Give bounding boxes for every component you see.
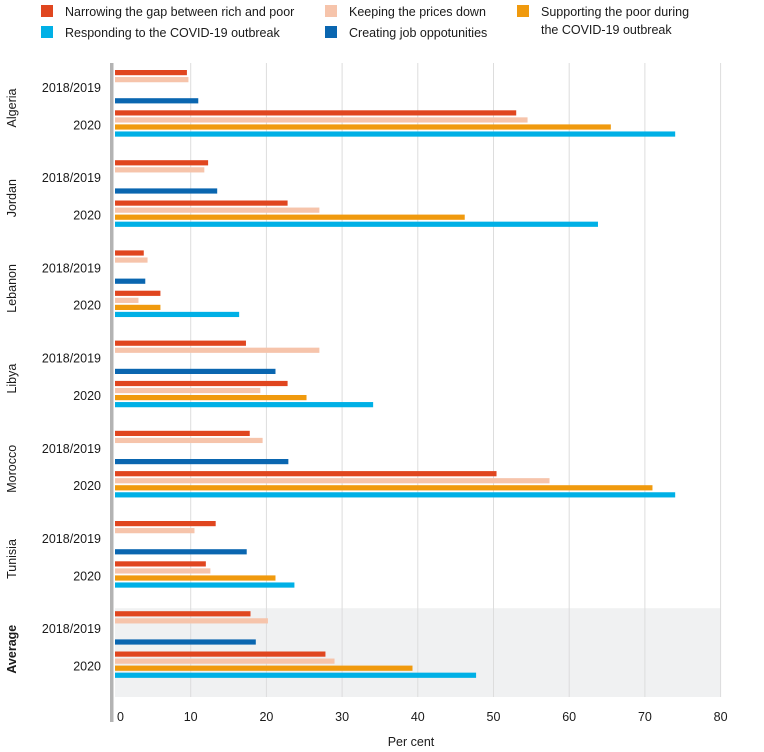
x-tick-label: 10 <box>184 710 198 724</box>
bar-tunisia-2020-covid_poor <box>115 575 276 581</box>
bar-libya-2018-2019-jobs <box>115 368 276 374</box>
bar-jordan-2020-prices <box>115 207 320 213</box>
bar-libya-2018-2019-prices <box>115 347 320 353</box>
bar-morocco-2018-2019-prices <box>115 437 263 444</box>
bar-algeria-2018-2019-gap <box>115 70 187 76</box>
period-label: 2020 <box>73 118 101 132</box>
period-label: 2020 <box>73 479 101 493</box>
group-label-lebanon: Lebanon <box>5 264 19 313</box>
bar-jordan-2018-2019-prices <box>115 167 205 173</box>
gridlines <box>190 63 722 697</box>
bar-jordan-2020-covid <box>115 221 598 227</box>
period-label: 2018/2019 <box>42 622 101 636</box>
bar-jordan-2018-2019-jobs <box>115 188 218 194</box>
bar-lebanon-2020-covid_poor <box>115 304 161 310</box>
x-tick-label: 50 <box>487 710 501 724</box>
bar-average-2018-2019-jobs <box>115 639 256 645</box>
legend-label-covid_poor: Supporting the poor during <box>541 5 689 19</box>
bar-tunisia-2020-gap <box>115 561 206 567</box>
bar-average-2020-gap <box>115 651 326 657</box>
legend-swatch-covid <box>41 26 53 38</box>
x-tick-label: 0 <box>117 710 124 724</box>
period-label: 2018/2019 <box>42 171 101 185</box>
bar-average-2018-2019-prices <box>115 618 268 624</box>
bar-algeria-2020-covid_poor <box>115 124 611 130</box>
category-labels: 2018/2019 2020 Algeria 2018/2019 2020 Jordan 2… <box>5 81 101 674</box>
period-label: 2020 <box>73 569 101 583</box>
bar-jordan-2018-2019-gap <box>115 160 209 166</box>
group-label-morocco: Morocco <box>5 445 19 493</box>
legend-swatch-jobs <box>325 26 337 38</box>
x-tick-label: 40 <box>411 710 425 724</box>
bar-morocco-2018-2019-gap <box>115 430 250 436</box>
group-label-average: Average <box>5 625 19 674</box>
bar-lebanon-2018-2019-gap <box>115 250 144 256</box>
legend-label-gap: Narrowing the gap between rich and poor <box>65 5 294 19</box>
period-label: 2018/2019 <box>42 532 101 546</box>
bar-tunisia-2018-2019-gap <box>115 521 216 527</box>
legend-swatch-prices <box>325 5 337 17</box>
bars <box>115 70 676 678</box>
bar-tunisia-2018-2019-prices <box>115 528 195 534</box>
bar-jordan-2020-covid_poor <box>115 214 465 220</box>
bar-algeria-2020-prices <box>115 117 528 123</box>
bar-lebanon-2020-prices <box>115 297 139 303</box>
bar-morocco-2020-covid <box>115 492 676 498</box>
x-tick-label: 30 <box>335 710 349 724</box>
x-axis-ticks: 0 10 20 30 40 50 60 70 80 <box>117 710 728 724</box>
bar-tunisia-2018-2019-jobs <box>115 549 247 555</box>
period-label: 2020 <box>73 660 101 674</box>
group-label-tunisia: Tunisia <box>5 539 19 579</box>
bar-algeria-2020-gap <box>115 110 517 116</box>
legend-label-covid: Responding to the COVID-19 outbreak <box>65 26 280 40</box>
bar-average-2020-covid <box>115 672 477 678</box>
bar-average-2020-prices <box>115 658 335 664</box>
group-label-libya: Libya <box>5 364 19 394</box>
x-axis-title: Per cent <box>388 735 435 749</box>
bar-jordan-2020-gap <box>115 200 288 206</box>
bar-tunisia-2020-covid <box>115 582 295 588</box>
group-label-algeria: Algeria <box>5 89 19 128</box>
bar-libya-2020-gap <box>115 380 288 387</box>
bar-morocco-2020-prices <box>115 478 550 484</box>
x-tick-label: 60 <box>562 710 576 724</box>
period-label: 2018/2019 <box>42 81 101 95</box>
bar-average-2020-covid_poor <box>115 665 413 671</box>
bar-morocco-2020-covid_poor <box>115 485 653 491</box>
group-label-jordan: Jordan <box>5 179 19 217</box>
bar-algeria-2018-2019-prices <box>115 77 189 83</box>
bar-average-2018-2019-gap <box>115 611 251 617</box>
y-axis-line <box>110 63 114 722</box>
y-axis <box>110 63 114 722</box>
bar-libya-2020-prices <box>115 387 261 394</box>
period-label: 2020 <box>73 209 101 223</box>
period-label: 2018/2019 <box>42 352 101 366</box>
x-tick-label: 70 <box>638 710 652 724</box>
legend-label-covid_poor: the COVID-19 outbreak <box>541 23 672 37</box>
period-label: 2020 <box>73 299 101 313</box>
bar-lebanon-2018-2019-jobs <box>115 278 146 284</box>
x-tick-label: 80 <box>714 710 728 724</box>
bar-lebanon-2020-gap <box>115 290 161 296</box>
legend: Narrowing the gap between rich and poor K… <box>41 5 689 40</box>
bar-libya-2020-covid <box>115 402 374 408</box>
legend-label-jobs: Creating job oppotunities <box>349 26 487 40</box>
period-label: 2018/2019 <box>42 442 101 456</box>
x-tick-label: 20 <box>259 710 273 724</box>
bar-morocco-2018-2019-jobs <box>115 459 289 465</box>
period-label: 2018/2019 <box>42 261 101 275</box>
bar-tunisia-2020-prices <box>115 568 211 574</box>
period-label: 2020 <box>73 389 101 403</box>
legend-swatch-gap <box>41 5 53 17</box>
bar-libya-2020-covid_poor <box>115 395 307 401</box>
bar-algeria-2020-covid <box>115 131 676 137</box>
bar-libya-2018-2019-gap <box>115 340 246 346</box>
bar-algeria-2018-2019-jobs <box>115 98 199 104</box>
legend-swatch-covid_poor <box>517 5 529 17</box>
bar-lebanon-2020-covid <box>115 311 240 318</box>
bar-morocco-2020-gap <box>115 471 497 477</box>
legend-label-prices: Keeping the prices down <box>349 5 486 19</box>
bar-lebanon-2018-2019-prices <box>115 257 148 263</box>
